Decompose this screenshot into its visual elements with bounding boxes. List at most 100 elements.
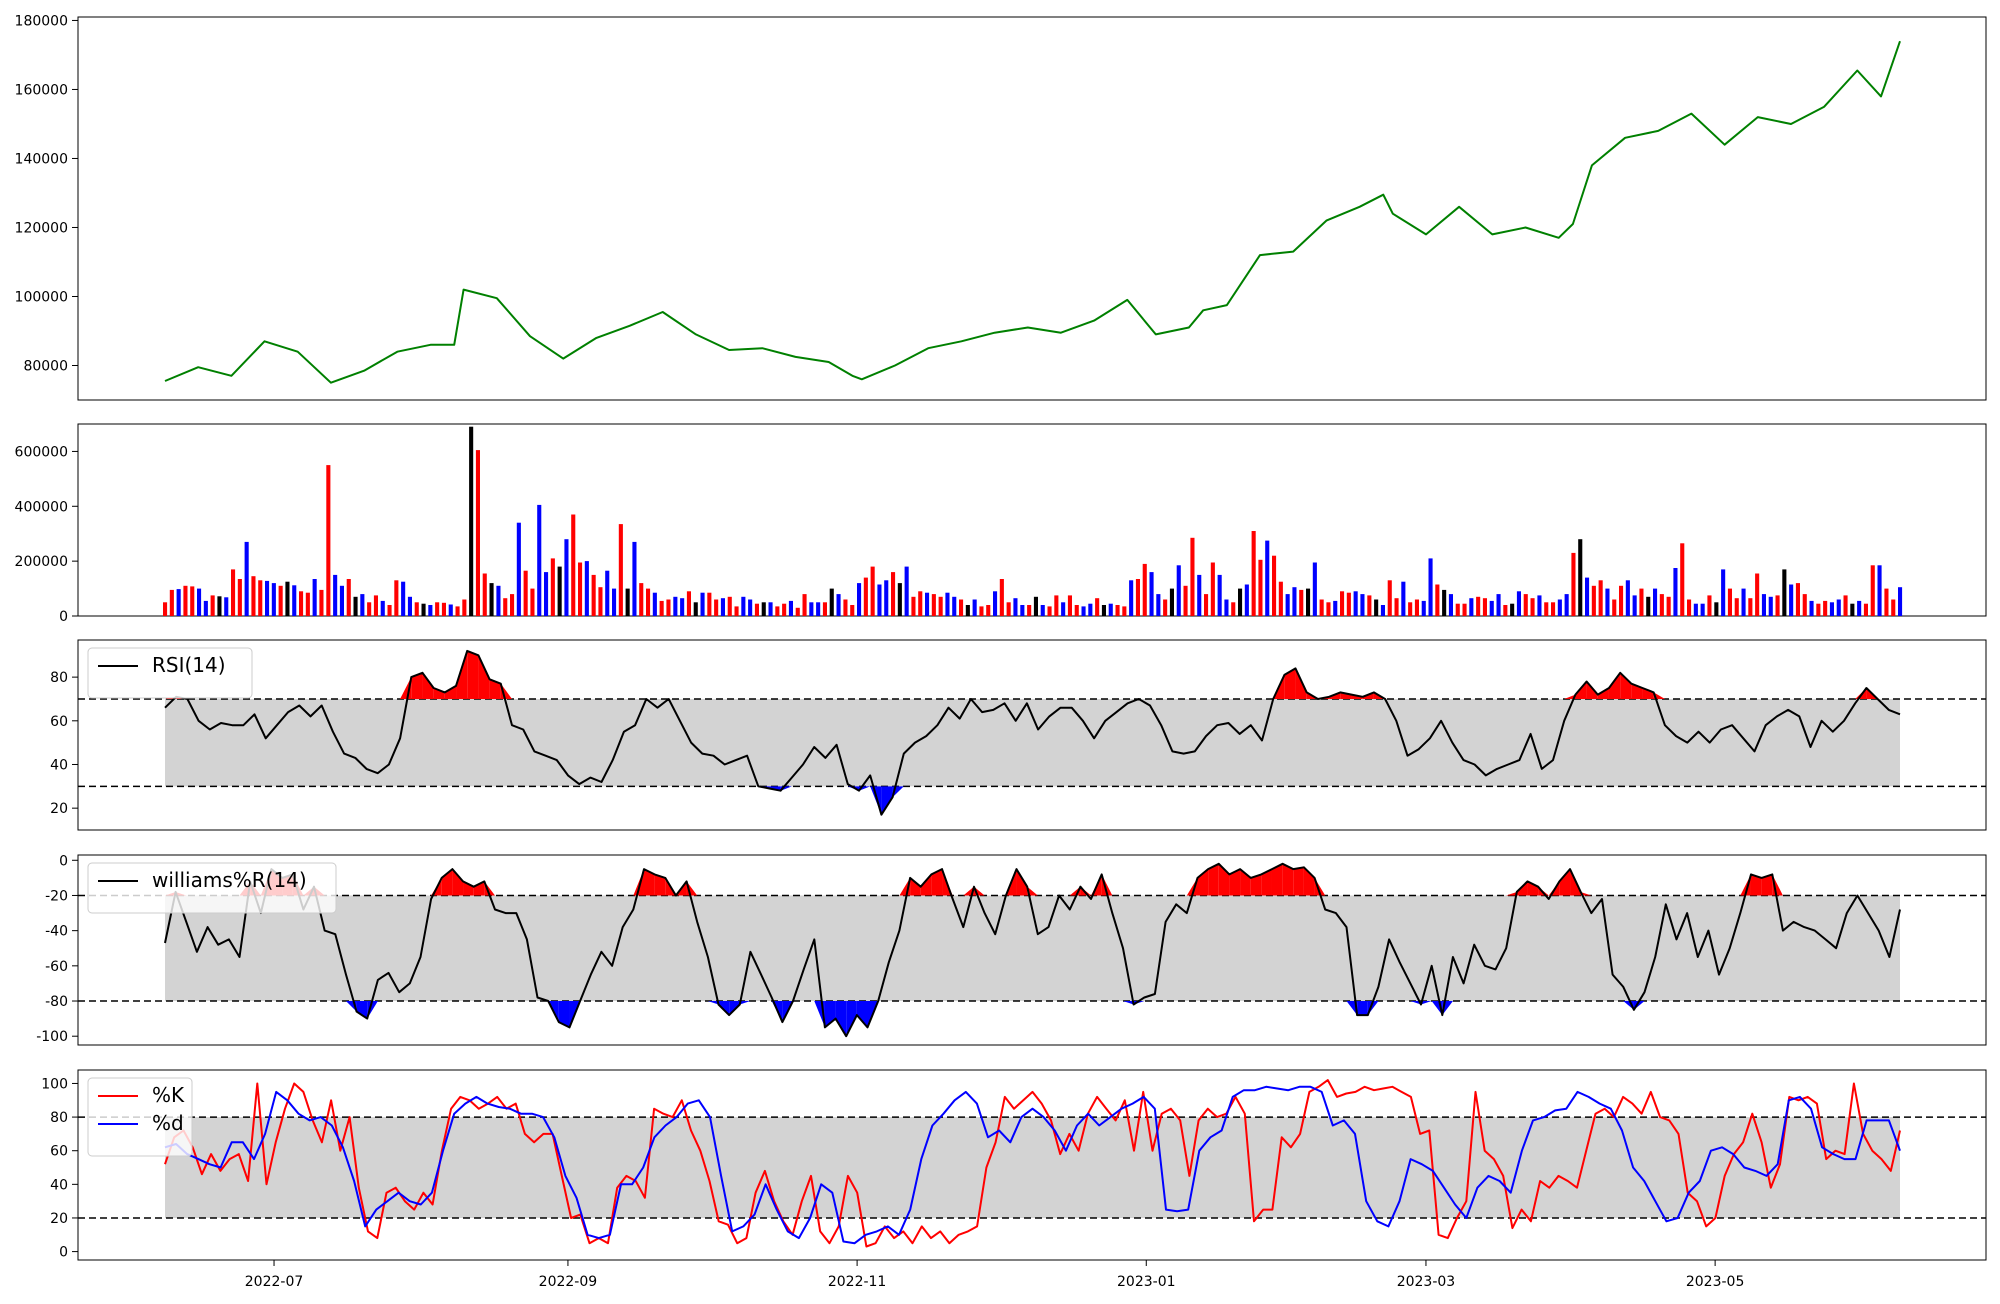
volume-bar	[251, 576, 256, 616]
volume-bar	[965, 605, 970, 616]
volume-bar	[693, 602, 698, 616]
volume-bar	[707, 592, 712, 616]
volume-bar	[897, 583, 902, 616]
williams-overbought-fill	[1538, 886, 1549, 896]
1-ytick-label: 200000	[15, 554, 68, 570]
volume-bar	[1544, 602, 1549, 616]
volume-bar	[1863, 603, 1868, 616]
4-ytick-label: 100	[41, 1076, 68, 1092]
stoch-k-line	[164, 1079, 1901, 1248]
volume-bar	[1503, 605, 1508, 616]
volume-bar	[523, 570, 528, 616]
volume-bar	[1285, 594, 1290, 616]
volume-bar	[925, 592, 930, 616]
volume-bar	[1040, 605, 1045, 616]
rsi-overbought-fill	[489, 679, 501, 699]
volume-bar	[1523, 594, 1528, 616]
rsi-overbought-fill	[1284, 668, 1296, 699]
volume-bar	[782, 603, 787, 616]
volume-bar	[407, 596, 412, 616]
volume-bar	[258, 580, 263, 616]
volume-bar	[1319, 599, 1324, 616]
volume-bar	[482, 573, 487, 616]
volume-bar	[1843, 595, 1848, 616]
volume-bar	[863, 577, 868, 616]
4-ytick-label: 40	[50, 1177, 68, 1193]
williams-oversold-fill	[707, 1001, 719, 1005]
williams-overbought-fill	[910, 877, 921, 896]
volume-bar	[1639, 588, 1644, 616]
rsi-band	[165, 698, 1900, 787]
volume-bar	[305, 592, 310, 616]
williams-overbought-fill	[1080, 886, 1092, 896]
volume-bar	[448, 604, 453, 616]
volume-bar	[1557, 599, 1562, 616]
volume-bar	[884, 580, 889, 616]
4-legend-label: %d	[152, 1111, 184, 1135]
volume-bar	[979, 606, 984, 616]
volume-bar	[1496, 594, 1501, 616]
4-legend-box	[87, 1077, 193, 1157]
rsi-overbought-fill	[444, 685, 457, 699]
volume-bar	[1877, 565, 1882, 616]
3-legend-label: williams%R(14)	[152, 868, 307, 892]
williams-oversold-fill	[856, 1001, 868, 1028]
volume-bar	[795, 607, 800, 616]
volume-bar	[972, 599, 977, 616]
volume-bar	[462, 599, 467, 616]
volume-bar	[373, 595, 378, 616]
williams-oversold-fill	[846, 1001, 857, 1037]
volume-bar	[1353, 591, 1358, 616]
williams-line	[164, 862, 1901, 1038]
0-ytick-label: 140000	[15, 151, 68, 167]
volume-bar	[959, 599, 964, 616]
williams-overbought-fill	[452, 869, 464, 896]
volume-bar	[748, 599, 753, 616]
rsi-frame	[77, 639, 1987, 831]
volume-bar	[802, 594, 807, 616]
volume-bar	[1258, 559, 1263, 616]
volume-bar	[510, 594, 515, 616]
volume-bar	[169, 589, 174, 616]
volume-bar	[891, 572, 896, 616]
volume-bar	[1782, 569, 1787, 616]
volume-bar	[727, 596, 732, 616]
volume-bar	[1197, 574, 1202, 616]
0-ytick-label: 120000	[15, 220, 68, 236]
volume-bar	[1081, 606, 1086, 616]
volume-bar	[203, 600, 208, 616]
volume-bar	[850, 605, 855, 616]
volume-bar	[503, 598, 508, 616]
williams-overbought-fill	[1208, 863, 1219, 896]
volume-bar	[1442, 589, 1447, 616]
williams-overbought-fill	[1750, 874, 1762, 896]
volume-bar	[224, 597, 229, 616]
volume-bar	[197, 588, 202, 616]
volume-bar	[1067, 595, 1072, 616]
volume-bar	[734, 606, 739, 616]
volume-bar	[1823, 600, 1828, 616]
volume-bar	[1047, 606, 1052, 616]
williams-overbought-fill	[1186, 877, 1198, 896]
volume-bar	[1598, 580, 1603, 616]
x-tick-label: 2023-03	[1397, 1274, 1456, 1290]
volume-bar	[544, 572, 549, 616]
williams-overbought-fill	[1250, 874, 1262, 896]
volume-bar	[1414, 599, 1419, 616]
volume-bar	[993, 591, 998, 616]
volume-bar	[1625, 580, 1630, 616]
volume-bar	[843, 599, 848, 616]
volume-bar	[1312, 562, 1317, 616]
volume-bar	[1829, 602, 1834, 616]
volume-bar	[1020, 605, 1025, 616]
williams-oversold-fill	[739, 1001, 751, 1005]
volume-bar	[319, 589, 324, 616]
volume-bar	[414, 602, 419, 616]
2-ytick-label: 20	[50, 801, 68, 817]
volume-bar	[421, 603, 426, 616]
volume-bar	[1768, 596, 1773, 616]
volume-bar	[1898, 587, 1903, 616]
volume-bar	[1149, 572, 1154, 616]
volume-bar	[1693, 603, 1698, 616]
volume-bar	[1238, 588, 1243, 616]
